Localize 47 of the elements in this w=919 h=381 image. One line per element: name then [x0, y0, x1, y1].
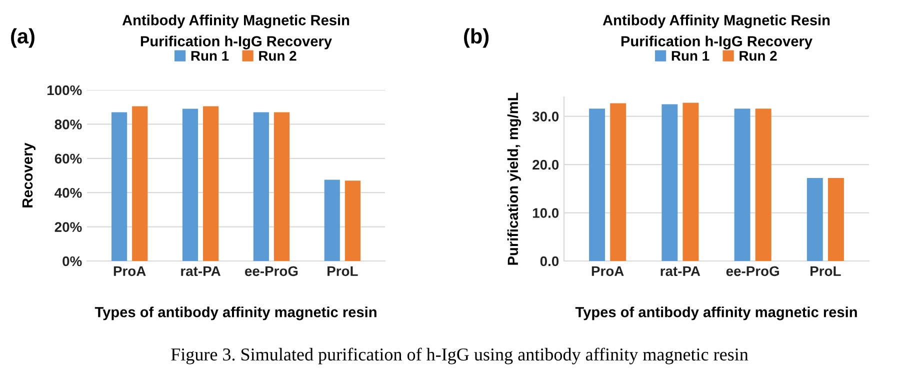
bar [589, 108, 606, 261]
y-tick-label: 0% [62, 256, 82, 266]
x-tick-label: ee-ProG [726, 266, 779, 276]
x-tick-label: ProA [114, 266, 146, 276]
bar [828, 178, 844, 261]
x-tick-label: ee-ProG [245, 266, 298, 276]
y-tick-label: 80% [54, 120, 82, 130]
bar [755, 108, 772, 261]
y-tick-label: 0.0 [540, 256, 559, 266]
y-axis-title: Recovery [22, 142, 36, 208]
bar [806, 178, 823, 261]
text: (b) [464, 28, 489, 48]
bar [132, 106, 148, 261]
y-tick-label: 20% [54, 222, 82, 232]
y-axis-title: Purification yield, mg/mL [507, 92, 521, 265]
bar [203, 106, 219, 261]
bar [682, 102, 699, 261]
bar [344, 180, 361, 261]
x-tick-label: ProA [592, 266, 624, 276]
y-tick-label: 20.0 [532, 160, 559, 170]
bar [734, 108, 750, 261]
text: (a) [11, 28, 34, 48]
x-tick-label: rat-PA [181, 266, 220, 276]
chart-title: Antibody Affinity Magnetic Resin Purification h-IgG Recovery [122, 14, 350, 50]
caption: Figure 3. Simulated purification of h-IgG using antibody affinity magnetic resin [171, 348, 748, 364]
legend-label: Run 2 [740, 50, 777, 61]
bar [324, 180, 340, 261]
legend-label: Run 2 [259, 50, 296, 61]
y-tick-label: 30.0 [532, 112, 559, 122]
legend-label: Run 1 [672, 51, 710, 61]
y-tick-label: 40% [54, 188, 82, 198]
y-tick-label: 10.0 [532, 208, 559, 218]
x-tick-label: rat-PA [660, 266, 700, 276]
x-axis-title: Types of antibody affinity magnetic resin [94, 306, 376, 320]
bar [610, 103, 626, 261]
bar [274, 112, 290, 261]
y-tick-label: 60% [54, 154, 82, 164]
x-axis-title: Types of antibody affinity magnetic resin [575, 306, 857, 320]
legend-label: Run 1 [191, 51, 229, 61]
bar [253, 112, 269, 261]
bar [182, 108, 198, 261]
chart-title: Antibody Affinity Magnetic Resin Purification h-IgG Recovery [602, 14, 830, 50]
y-tick-label: 100% [47, 85, 82, 96]
bar [111, 112, 128, 261]
bar [662, 104, 678, 261]
x-tick-label: ProL [810, 266, 841, 276]
x-tick-label: ProL [328, 266, 358, 276]
